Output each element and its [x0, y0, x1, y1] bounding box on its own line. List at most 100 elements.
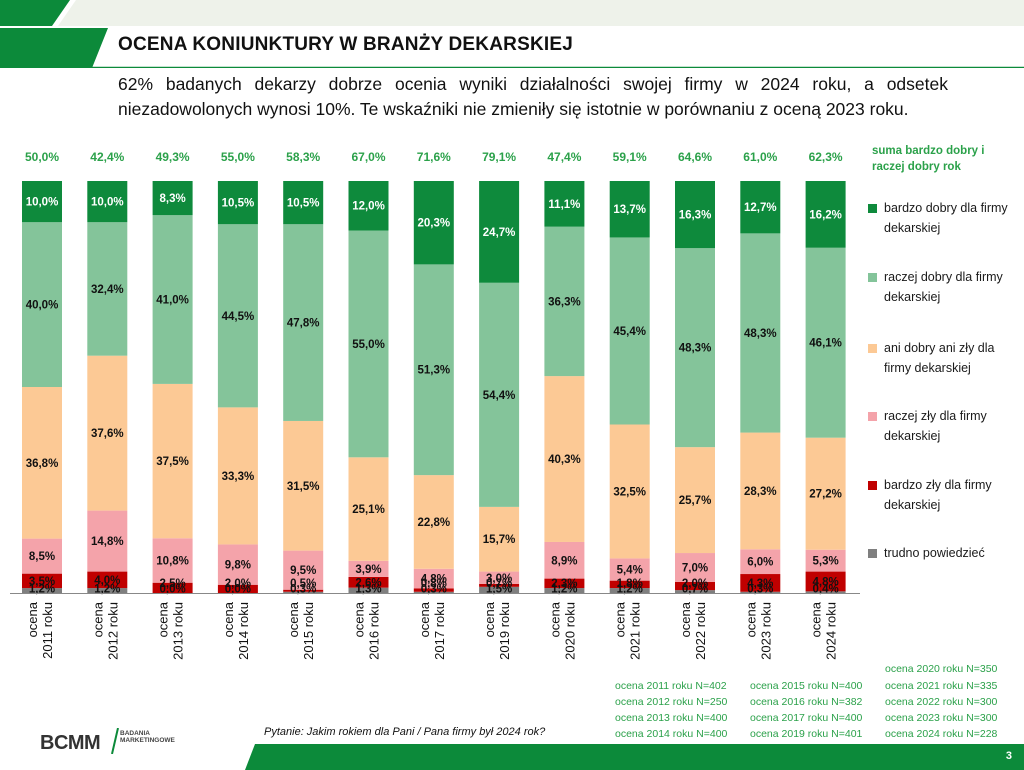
page-title: OCENA KONIUNKTURY W BRANŻY DEKARSKIEJ: [118, 34, 573, 55]
data-label: 36,3%: [548, 296, 581, 308]
bar-segment: [283, 589, 324, 592]
category-label: ocena: [417, 601, 432, 637]
legend-label: raczej dobry dla firmy dekarskiej: [884, 270, 1003, 304]
bottom-decoration: [245, 744, 1024, 770]
bar-segment: [740, 549, 781, 575]
data-label: 32,5%: [613, 486, 646, 498]
sum-label: 71,6%: [417, 150, 451, 164]
sample-size-label: ocena 2014 roku N=400: [615, 728, 728, 740]
bar-segment: [740, 432, 781, 550]
bar-segment: [348, 587, 389, 593]
data-label: 3,5%: [29, 576, 55, 588]
data-label: 32,4%: [91, 284, 124, 296]
bar-segment: [479, 586, 520, 593]
data-label: 40,3%: [548, 454, 581, 466]
legend-swatch: [868, 481, 877, 490]
sample-size-label: ocena 2023 roku N=300: [885, 712, 998, 724]
category-label: ocena: [90, 601, 105, 637]
legend-label: bardzo dobry dla firmy dekarskiej: [884, 201, 1008, 235]
data-label: 40,0%: [26, 300, 59, 312]
data-label: 25,1%: [352, 504, 385, 516]
bar-segment: [413, 181, 454, 265]
top-decoration: [0, 0, 1024, 26]
bar-segment: [675, 248, 715, 448]
bar-segment: [609, 588, 650, 593]
bar-segment: [283, 420, 324, 551]
bar-segment: [805, 591, 846, 593]
data-label: 14,8%: [91, 536, 124, 548]
bar-segment: [152, 383, 193, 539]
bar-segment: [805, 437, 846, 550]
data-label: 25,7%: [679, 495, 712, 507]
sum-label: 47,4%: [547, 150, 581, 164]
category-label: ocena: [482, 601, 497, 637]
category-label: ocena: [613, 601, 628, 637]
data-label: 10,8%: [156, 555, 189, 567]
stacked-bar-chart: 10,0%40,0%36,8%8,5%3,5%1,2%50,0%ocena 201…: [10, 150, 860, 660]
data-label: 4,8%: [421, 574, 447, 586]
bar-segment: [544, 541, 585, 579]
data-label: 4,8%: [812, 576, 838, 588]
bar-segment: [283, 591, 324, 593]
bar-segment: [152, 582, 193, 593]
data-label: 4,3%: [747, 578, 773, 590]
bar-segment: [413, 588, 454, 592]
data-label: 16,2%: [809, 209, 842, 221]
data-label: 0,7%: [486, 578, 512, 590]
bar-segment: [544, 376, 585, 542]
bar-segment: [152, 181, 193, 216]
bar-segment: [609, 558, 650, 581]
data-label: 3,9%: [355, 564, 381, 576]
bar-segment: [348, 560, 389, 577]
sample-size-label: ocena 2012 roku N=250: [615, 696, 728, 708]
bar-segment: [609, 580, 650, 589]
category-label: ocena: [678, 601, 693, 637]
data-label: 1,5%: [486, 584, 512, 596]
legend-label: ani dobry ani zły dla firmy dekarskiej: [884, 341, 995, 375]
bar-segment: [87, 510, 128, 572]
data-label: 2,5%: [159, 578, 185, 590]
data-label: 0,3%: [290, 584, 316, 596]
data-label: 0,3%: [421, 584, 447, 596]
category-label: 2019 roku: [497, 602, 512, 660]
category-label: 2013 roku: [171, 602, 186, 660]
data-label: 27,2%: [809, 489, 842, 501]
sample-size-label: ocena 2016 roku N=382: [750, 696, 863, 708]
bar-segment: [479, 583, 520, 587]
bar-segment: [675, 553, 715, 582]
bar-segment: [544, 181, 585, 227]
category-label: 2021 roku: [628, 602, 643, 660]
bar-segment: [544, 226, 585, 377]
legend-swatch: [868, 412, 877, 421]
sum-label: 59,1%: [613, 150, 647, 164]
data-label: 47,8%: [287, 318, 320, 330]
data-label: 20,3%: [417, 218, 450, 230]
bar-segment: [413, 264, 454, 476]
logo-text: BCMM: [40, 732, 101, 754]
data-label: 8,5%: [29, 551, 55, 563]
bar-segment: [740, 591, 781, 593]
bar-segment: [544, 578, 585, 589]
bar-segment: [87, 588, 128, 593]
sample-size-label: ocena 2021 roku N=335: [885, 680, 998, 692]
bar-segment: [348, 457, 389, 561]
data-label: 2,6%: [355, 577, 381, 589]
legend-label: trudno powiedzieć: [884, 546, 985, 560]
category-label: 2022 roku: [693, 602, 708, 660]
bar-segment: [740, 181, 781, 234]
data-label: 0,0%: [159, 584, 185, 596]
data-label: 0,3%: [747, 584, 773, 596]
sample-size-label: ocena 2020 roku N=350: [885, 663, 998, 675]
bar-segment: [348, 181, 389, 231]
legend-swatch: [868, 204, 877, 213]
bar-segment: [479, 181, 520, 283]
bar-segment: [479, 282, 520, 507]
data-label: 15,7%: [483, 534, 516, 546]
bar-segment: [805, 549, 846, 572]
bar-segment: [805, 181, 846, 248]
data-label: 12,0%: [352, 201, 385, 213]
bar-segment: [217, 224, 258, 408]
data-label: 24,7%: [483, 227, 516, 239]
data-label: 1,8%: [617, 578, 643, 590]
bar-segment: [22, 538, 62, 574]
